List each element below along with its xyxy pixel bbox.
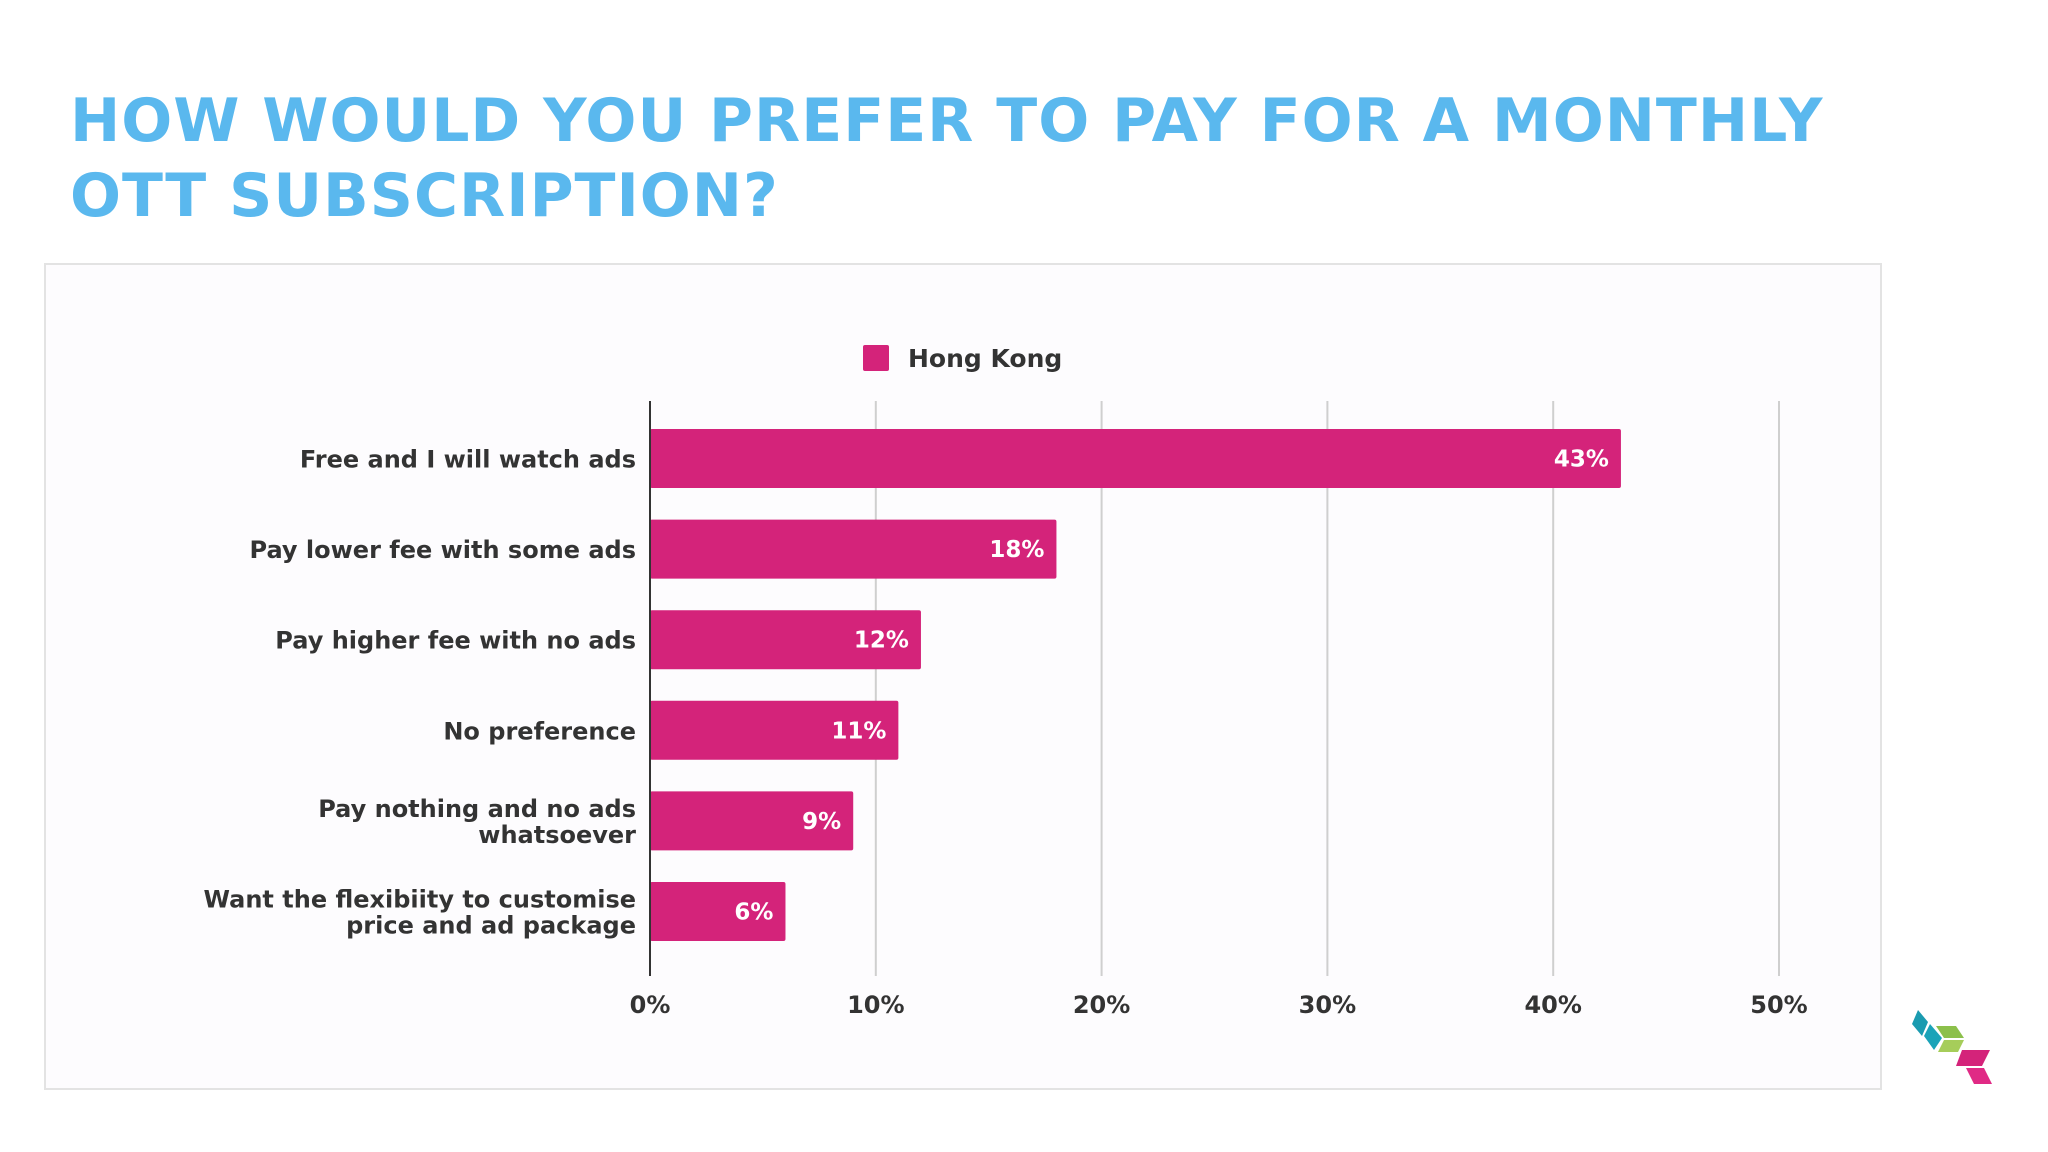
slide-title: HOW WOULD YOU PREFER TO PAY FOR A MONTHL…: [70, 84, 1970, 234]
logo-teal-shape: [1912, 1010, 1928, 1036]
category-label: Pay nothing and no ads: [318, 795, 636, 823]
data-label: 18%: [989, 537, 1044, 563]
x-tick-label: 10%: [847, 991, 904, 1019]
bar-3: [650, 610, 921, 670]
category-label: Want the flexibiity to customise: [204, 886, 636, 914]
category-label: Pay higher fee with no ads: [275, 627, 636, 655]
data-label: 6%: [734, 900, 773, 926]
x-tick-label: 50%: [1750, 991, 1807, 1019]
bar-6: [650, 882, 786, 941]
x-tick-label: 30%: [1299, 991, 1356, 1019]
chart-panel: 43% 18% 12% 11% 9% 6% Free and I will watch ad…: [44, 263, 1882, 1090]
logo-pink-shape-2: [1966, 1068, 1992, 1084]
data-label: 9%: [802, 809, 841, 835]
data-label: 43%: [1554, 447, 1609, 473]
bar-1: [650, 429, 1621, 488]
legend-swatch: [863, 345, 889, 371]
legend-label: Hong Kong: [908, 344, 1062, 373]
data-label: 11%: [831, 718, 886, 744]
bar-5: [650, 791, 854, 851]
bar-chart: 43% 18% 12% 11% 9% 6% Free and I will watch ad…: [204, 344, 1808, 1019]
category-label: Pay lower fee with some ads: [250, 536, 637, 564]
x-tick-label: 40%: [1524, 991, 1581, 1019]
logo-teal-shape-2: [1924, 1024, 1942, 1050]
logo-green-shape-2: [1938, 1040, 1964, 1052]
data-label: 12%: [854, 628, 909, 654]
logo-green-shape: [1936, 1026, 1964, 1038]
slide-title-line-2: OTT SUBSCRIPTION?: [70, 161, 779, 231]
slide-title-line-1: HOW WOULD YOU PREFER TO PAY FOR A MONTHL…: [70, 86, 1824, 156]
bar-2: [650, 519, 1057, 579]
x-tick-label: 20%: [1073, 991, 1130, 1019]
bar-4: [650, 700, 899, 760]
stacked-chevron-logo-icon: [1912, 1010, 1992, 1084]
logo-pink-shape: [1956, 1050, 1990, 1066]
category-label: No preference: [443, 717, 636, 745]
category-label: Free and I will watch ads: [300, 446, 636, 474]
category-label: price and ad package: [346, 912, 636, 940]
x-tick-label: 0%: [630, 991, 671, 1019]
category-label: whatsoever: [478, 821, 636, 849]
